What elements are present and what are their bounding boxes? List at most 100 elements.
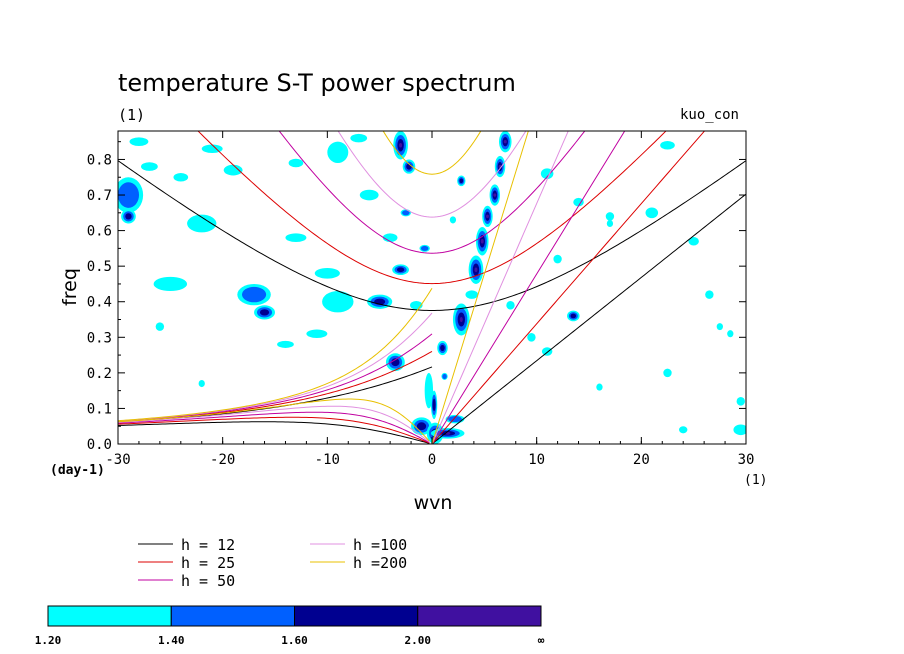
contour-blob xyxy=(155,322,165,331)
legend-label: h = 25 xyxy=(181,554,235,572)
chart-title: temperature S-T power spectrum xyxy=(118,69,516,97)
contour-blob xyxy=(541,347,553,356)
contour-blob xyxy=(285,233,307,242)
contour-blob xyxy=(727,330,734,338)
x-tick-label: -10 xyxy=(315,452,340,468)
contour-blob xyxy=(570,313,577,319)
contour-blob xyxy=(442,373,447,379)
dispersion-curve xyxy=(431,131,569,444)
colorbar-label: 1.40 xyxy=(158,634,185,647)
contour-blob xyxy=(420,245,429,251)
contour-blob xyxy=(359,189,379,201)
contour-blob xyxy=(201,144,223,154)
contour-blob xyxy=(596,383,603,391)
contour-blob xyxy=(480,238,484,244)
colorbar-label: 1.60 xyxy=(281,634,308,647)
contour-blob xyxy=(606,219,614,228)
contour-blob xyxy=(540,168,554,180)
contour-layer xyxy=(118,131,746,444)
contour-blob xyxy=(141,162,158,171)
colorbar-segment xyxy=(47,605,172,627)
contour-blob xyxy=(242,286,267,303)
contour-blob xyxy=(736,397,745,406)
contour-blob xyxy=(322,291,354,313)
contour-blob xyxy=(474,267,478,272)
y-tick-label: 0.0 xyxy=(87,437,112,453)
dispersion-curve xyxy=(118,350,433,423)
dispersion-curve xyxy=(431,131,529,444)
contour-blob xyxy=(306,329,328,339)
x-tick-label: 0 xyxy=(428,452,436,468)
x-tick-label: 10 xyxy=(528,452,545,468)
dispersion-curve xyxy=(337,131,527,218)
contour-blob xyxy=(645,207,659,219)
contour-blob xyxy=(465,290,479,299)
contour-blob xyxy=(459,316,463,323)
y-tick-label: 0.1 xyxy=(87,401,112,417)
contour-blob xyxy=(716,323,723,331)
contour-blob xyxy=(187,214,217,233)
dispersion-curve xyxy=(431,193,746,444)
dispersion-curve xyxy=(118,416,430,444)
dispersion-curve xyxy=(278,131,586,254)
y-tick-label: 0.8 xyxy=(87,152,112,168)
colorbar-segment xyxy=(170,605,295,627)
legend-label: h = 12 xyxy=(181,536,235,554)
contour-blob xyxy=(553,254,562,264)
contour-blob xyxy=(503,139,507,144)
contour-blob xyxy=(459,178,464,184)
contour-blob xyxy=(663,368,672,378)
contour-blob xyxy=(350,133,368,143)
contour-blob xyxy=(605,212,615,221)
contour-blob xyxy=(449,216,457,224)
contour-blob xyxy=(277,340,294,348)
contour-blob xyxy=(173,172,189,182)
contour-blob xyxy=(432,398,436,412)
contour-blob xyxy=(153,276,188,292)
colorbar-segment xyxy=(417,605,542,627)
contour-blob xyxy=(314,267,340,279)
axes: -30 -20 -10 0 10 20 30 0.0 0.1 0.2 0.3 0.4 0.5 0.6 0.7… xyxy=(87,131,755,468)
contour-blob xyxy=(396,267,405,273)
y-tick-label: 0.4 xyxy=(87,295,112,311)
contour-blob xyxy=(688,236,699,246)
contour-blob xyxy=(118,182,140,208)
dispersion-curve xyxy=(118,398,430,442)
contour-blob xyxy=(733,424,746,436)
contour-blob xyxy=(391,358,400,367)
contour-blob xyxy=(705,290,714,299)
contour-blob xyxy=(129,137,149,146)
contour-blob xyxy=(527,333,536,342)
colorbar-label: 1.20 xyxy=(35,634,62,647)
x-unit-label: (1) xyxy=(744,473,767,488)
y-tick-label: 0.3 xyxy=(87,330,112,346)
dispersion-curve xyxy=(197,131,667,285)
contour-blob xyxy=(424,372,434,409)
colorbar-segment xyxy=(294,605,419,627)
contour-blob xyxy=(198,379,205,388)
y-unit-label: (day-1) xyxy=(50,463,105,478)
contour-blob xyxy=(448,416,462,423)
contour-blob xyxy=(223,164,243,176)
contour-blob xyxy=(416,422,427,431)
x-tick-label: 30 xyxy=(738,452,755,468)
legend-label: h =100 xyxy=(353,536,407,554)
y-tick-label: 0.7 xyxy=(87,188,112,204)
x-tick-label: -20 xyxy=(210,452,235,468)
contour-blob xyxy=(506,301,515,310)
contour-blob xyxy=(259,309,270,316)
chart-subtitle-right: kuo_con xyxy=(680,107,739,123)
dispersion-curves xyxy=(118,131,746,444)
contour-blob xyxy=(125,213,132,220)
contour-blob xyxy=(402,210,410,216)
x-tick-label: -30 xyxy=(105,452,130,468)
contour-blob xyxy=(440,344,445,352)
legend-label: h = 50 xyxy=(181,572,235,590)
x-tick-label: 20 xyxy=(633,452,650,468)
y-axis-label: freq xyxy=(59,268,81,306)
x-axis-label: wvn xyxy=(414,492,453,514)
contour-blob xyxy=(660,140,675,150)
y-tick-label: 0.2 xyxy=(87,366,112,382)
